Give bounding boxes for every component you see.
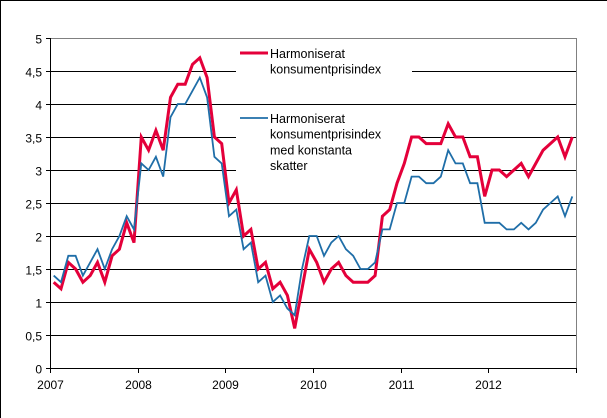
y-tick-label: 0,5 bbox=[25, 330, 42, 344]
y-tick-label: 1,5 bbox=[25, 264, 42, 278]
x-axis: 2007 2008 2009 2010 2011 2012 bbox=[37, 368, 577, 392]
y-tick-label: 0 bbox=[35, 363, 42, 377]
x-tick-label: 2008 bbox=[125, 378, 152, 392]
series-line-2 bbox=[53, 75, 574, 317]
x-tick-label: 2010 bbox=[300, 378, 327, 392]
y-tick-label: 2,5 bbox=[25, 198, 42, 212]
y-tick-label: 2 bbox=[35, 231, 42, 245]
y-tick-label: 5 bbox=[35, 33, 42, 47]
y-tick-label: 4,5 bbox=[25, 66, 42, 80]
data-series bbox=[52, 55, 574, 329]
legend-label-1: Harmoniserat bbox=[270, 47, 346, 61]
legend-label-2: konsumentprisindex bbox=[270, 128, 382, 142]
series-line-1 bbox=[52, 55, 574, 329]
legend-background bbox=[236, 108, 412, 175]
legend: Harmoniserat konsumentprisindex Harmoniser… bbox=[236, 43, 412, 175]
x-tick-label: 2012 bbox=[475, 378, 502, 392]
x-tick-label: 2011 bbox=[389, 378, 415, 392]
y-tick-label: 3,5 bbox=[25, 132, 42, 146]
legend-label-2: Harmoniserat bbox=[270, 112, 346, 126]
y-tick-label: 4 bbox=[35, 99, 42, 113]
legend-label-1: konsumentprisindex bbox=[270, 63, 382, 77]
legend-label-2: skatter bbox=[270, 159, 308, 173]
y-tick-label: 3 bbox=[35, 165, 42, 179]
y-axis: 0 0,5 1 1,5 2 2,5 3 3,5 4 4,5 5 bbox=[25, 33, 51, 377]
gridlines bbox=[50, 38, 577, 368]
legend-background bbox=[236, 43, 412, 79]
x-tick-label: 2009 bbox=[212, 378, 239, 392]
x-tick-label: 2007 bbox=[37, 378, 64, 392]
y-tick-label: 1 bbox=[35, 297, 42, 311]
legend-label-2: med konstanta bbox=[270, 143, 352, 157]
